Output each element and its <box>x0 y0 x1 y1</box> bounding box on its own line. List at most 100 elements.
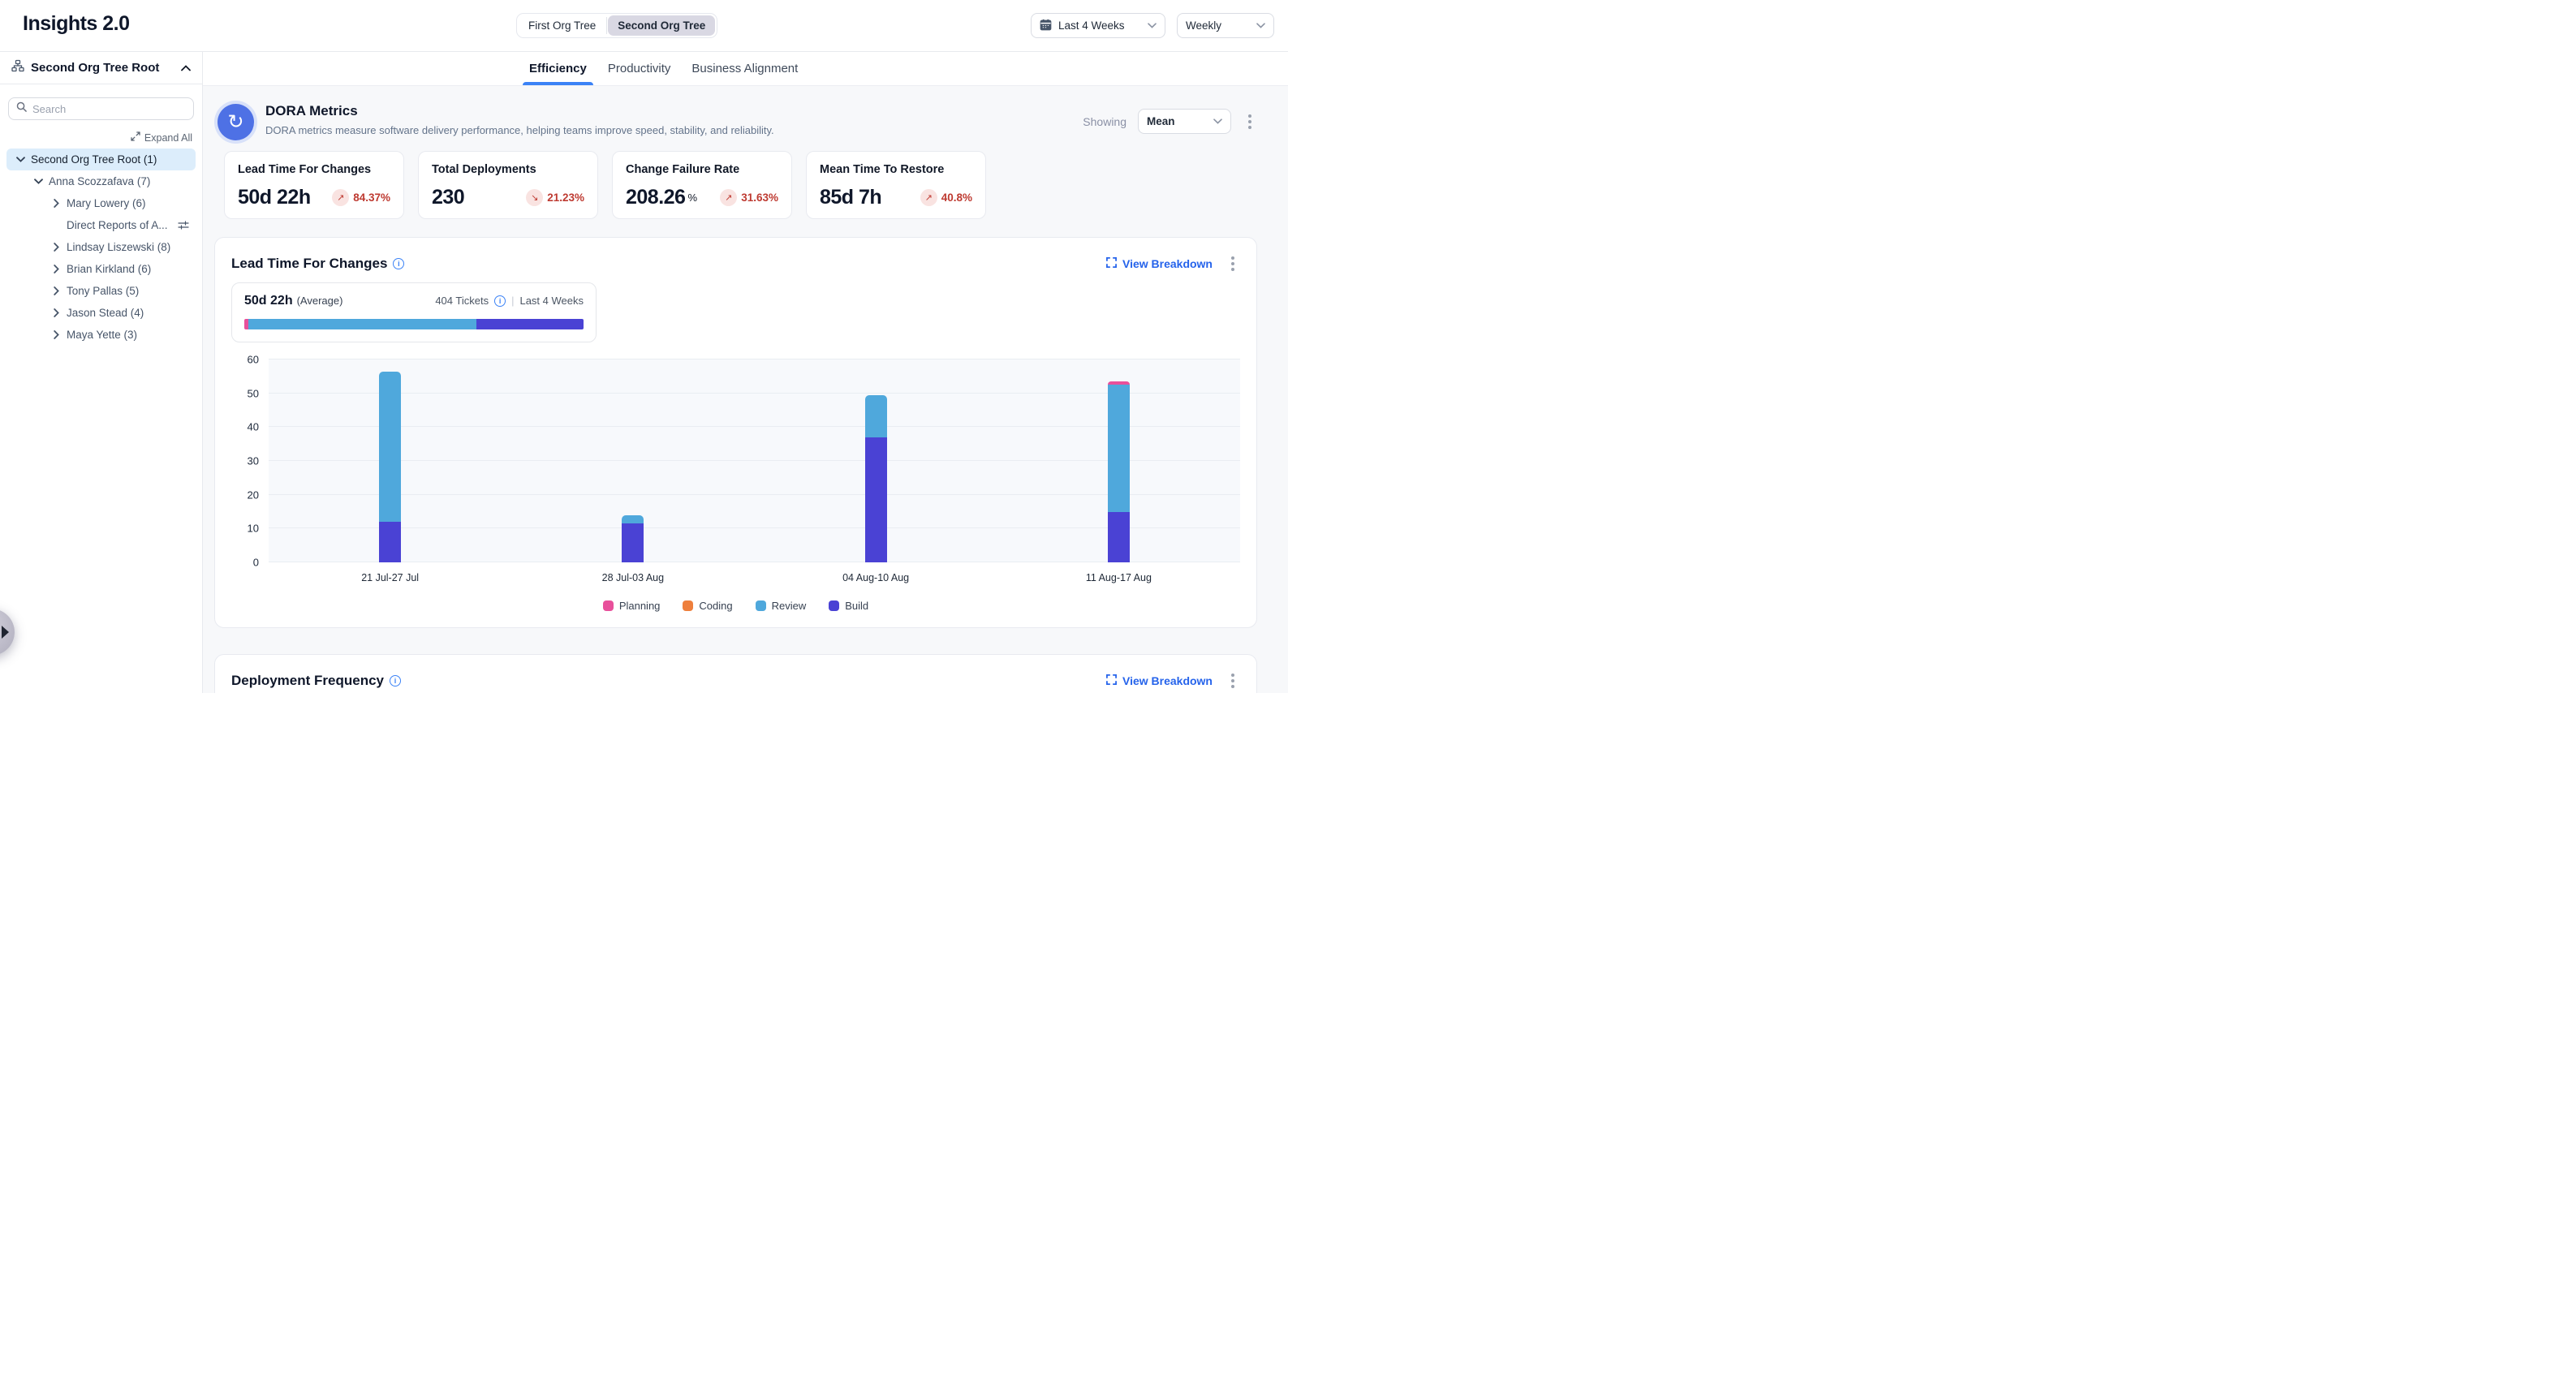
legend-item-planning: Planning <box>602 600 661 612</box>
y-tick-label: 10 <box>247 522 259 535</box>
view-breakdown-label: View Breakdown <box>1122 674 1213 687</box>
search-input[interactable] <box>32 102 186 115</box>
x-axis-label: 21 Jul-27 Jul <box>361 572 420 583</box>
gridline <box>269 426 1240 428</box>
content-area: ↻ DORA Metrics DORA metrics measure soft… <box>203 86 1288 693</box>
bar-segment-review <box>864 394 887 437</box>
search-icon <box>16 101 27 116</box>
tab-efficiency[interactable]: Efficiency <box>523 52 593 85</box>
bar-column <box>511 359 754 562</box>
org-tree-sidebar: Second Org Tree Root Expand All Sec <box>0 52 203 693</box>
bar-column <box>269 359 511 562</box>
legend-swatch <box>829 600 840 611</box>
metric-value-row: 230 ↘ 21.23% <box>432 186 584 209</box>
toggle-second-org-tree[interactable]: Second Org Tree <box>608 15 716 36</box>
info-icon[interactable]: i <box>390 675 401 687</box>
chevron-down-icon <box>1213 118 1222 124</box>
metric-delta-value: 40.8% <box>941 192 972 204</box>
bar-segment-planning <box>1107 381 1130 385</box>
org-tree: Second Org Tree Root (1) Anna Scozzafava … <box>0 148 202 346</box>
x-axis-label: 11 Aug-17 Aug <box>1085 572 1152 583</box>
summary-value: 50d 22h <box>244 294 293 308</box>
expand-all-icon <box>131 131 140 144</box>
metric-delta-badge: ↘ 21.23% <box>526 189 584 206</box>
tree-item[interactable]: Tony Pallas (5) <box>6 280 196 302</box>
toggle-first-org-tree[interactable]: First Org Tree <box>528 19 597 32</box>
tree-item[interactable]: Mary Lowery (6) <box>6 192 196 214</box>
arrow-right-icon <box>2 626 9 639</box>
org-tree-icon <box>11 59 24 76</box>
expand-all-button[interactable]: Expand All <box>0 131 192 144</box>
legend-item-coding: Coding <box>683 600 733 612</box>
chevron-down-icon[interactable] <box>32 176 44 187</box>
summary-top-row: 50d 22h (Average) 404 Tickets i | Last 4… <box>244 294 584 308</box>
legend-label: Planning <box>618 600 661 612</box>
x-axis-label: 04 Aug-10 Aug <box>842 572 910 583</box>
bar-segment-review <box>379 371 402 522</box>
expand-corners-icon <box>1106 257 1117 270</box>
chart-legend: Planning Coding Review Build <box>231 600 1240 612</box>
tree-item[interactable]: Lindsay Liszewski (8) <box>6 236 196 258</box>
dora-metric-cards: Lead Time For Changes 50d 22h ↗ 84.37% Total… <box>224 151 1257 219</box>
metric-delta-value: 31.63% <box>741 192 778 204</box>
dora-more-options-button[interactable] <box>1243 111 1257 132</box>
metric-label: Change Failure Rate <box>626 163 740 176</box>
chevron-up-icon[interactable] <box>181 64 191 71</box>
calendar-icon <box>1040 19 1052 33</box>
deployment-more-options-button[interactable] <box>1226 670 1240 691</box>
showing-select[interactable]: Mean <box>1138 109 1231 134</box>
stacked-bar[interactable] <box>622 514 644 562</box>
tree-item-label: Anna Scozzafava (7) <box>49 175 151 187</box>
chevron-right-icon[interactable] <box>50 286 62 297</box>
dora-controls: Showing Mean <box>1083 109 1257 134</box>
metric-value-row: 85d 7h ↗ 40.8% <box>820 186 972 209</box>
tree-item[interactable]: Jason Stead (4) <box>6 302 196 324</box>
stacked-bar[interactable] <box>379 371 402 562</box>
metric-label: Total Deployments <box>432 163 536 176</box>
chevron-right-icon[interactable] <box>50 198 62 209</box>
bar-segment-review <box>1107 385 1130 512</box>
chevron-right-icon[interactable] <box>50 308 62 319</box>
lead-time-summary-card: 50d 22h (Average) 404 Tickets i | Last 4… <box>231 282 597 342</box>
deployment-card-header: Deployment Frequency i View Breakdown <box>231 670 1240 691</box>
view-breakdown-button[interactable]: View Breakdown <box>1106 257 1213 270</box>
legend-label: Build <box>845 600 869 612</box>
gridline <box>269 527 1240 529</box>
info-icon[interactable]: i <box>393 258 405 269</box>
chevron-down-icon <box>1148 23 1157 28</box>
tree-item-label: Mary Lowery (6) <box>67 197 146 209</box>
stacked-bar[interactable] <box>864 394 887 562</box>
bar-column <box>997 359 1240 562</box>
tree-item[interactable]: Direct Reports of A... <box>6 214 196 236</box>
metric-unit: % <box>687 192 698 204</box>
tab-productivity[interactable]: Productivity <box>607 62 671 75</box>
chevron-down-icon[interactable] <box>15 154 26 166</box>
chevron-right-icon[interactable] <box>50 264 62 275</box>
filter-icon[interactable] <box>178 220 189 231</box>
tree-item[interactable]: Anna Scozzafava (7) <box>6 170 196 192</box>
tree-item[interactable]: Maya Yette (3) <box>6 324 196 346</box>
tab-bar: Efficiency Productivity Business Alignment <box>203 52 1288 86</box>
lead-time-more-options-button[interactable] <box>1226 253 1240 274</box>
metric-value: 85d 7h <box>820 186 882 209</box>
date-range-select[interactable]: Last 4 Weeks <box>1031 13 1165 38</box>
gridline <box>269 493 1240 495</box>
granularity-select[interactable]: Weekly <box>1177 13 1274 38</box>
tree-item[interactable]: Second Org Tree Root (1) <box>6 148 196 170</box>
chevron-right-icon[interactable] <box>50 242 62 253</box>
y-tick-label: 50 <box>247 387 259 400</box>
view-breakdown-label: View Breakdown <box>1122 257 1213 270</box>
phase-distribution-bar <box>244 319 584 329</box>
metric-delta-value: 84.37% <box>353 192 390 204</box>
page-title: Insights 2.0 <box>23 12 130 35</box>
info-icon[interactable]: i <box>494 295 506 307</box>
deployment-frequency-card: Deployment Frequency i View Breakdown <box>214 654 1257 693</box>
tab-business-alignment[interactable]: Business Alignment <box>691 62 799 75</box>
sidebar-collapse-handle[interactable] <box>0 609 15 656</box>
chevron-right-icon[interactable] <box>50 329 62 341</box>
trend-down-icon: ↘ <box>526 189 544 206</box>
deployment-title: Deployment Frequency <box>231 673 384 688</box>
stacked-bar[interactable] <box>1107 381 1130 562</box>
tree-item[interactable]: Brian Kirkland (6) <box>6 258 196 280</box>
view-breakdown-button[interactable]: View Breakdown <box>1106 674 1213 687</box>
